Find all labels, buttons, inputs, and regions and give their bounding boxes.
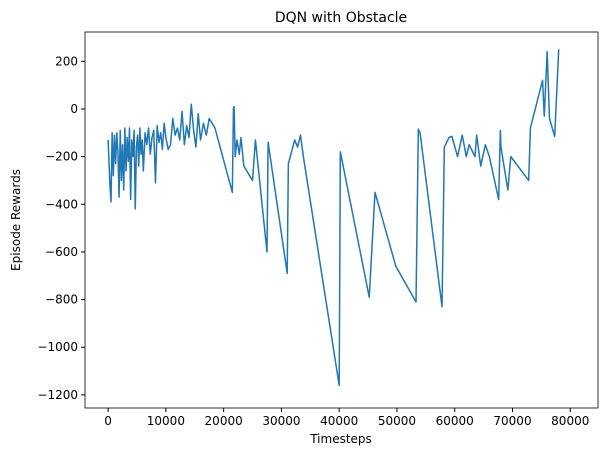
x-tick-label: 30000 xyxy=(262,414,300,428)
y-axis-label: Episode Rewards xyxy=(9,169,23,271)
plot-frame xyxy=(84,31,599,409)
y-tick-label: 200 xyxy=(55,54,78,68)
y-tick-label: −600 xyxy=(45,245,78,259)
x-tick-label: 70000 xyxy=(493,414,531,428)
x-tick-label: 10000 xyxy=(147,414,185,428)
x-tick-label: 40000 xyxy=(320,414,358,428)
y-tick-label: 0 xyxy=(70,102,78,116)
y-tick-label: −1200 xyxy=(37,388,78,402)
y-tick-label: −200 xyxy=(45,150,78,164)
series-line xyxy=(107,49,560,387)
y-tick-label: −800 xyxy=(45,293,78,307)
x-tick-label: 60000 xyxy=(436,414,474,428)
x-tick-label: 0 xyxy=(104,414,112,428)
x-tick-label: 20000 xyxy=(205,414,243,428)
x-axis-label: Timesteps xyxy=(309,432,372,446)
y-tick-label: −400 xyxy=(45,197,78,211)
x-tick-label: 50000 xyxy=(378,414,416,428)
x-tick-label: 80000 xyxy=(551,414,589,428)
y-tick-label: −1000 xyxy=(37,340,78,354)
chart-title: DQN with Obstacle xyxy=(275,10,407,26)
